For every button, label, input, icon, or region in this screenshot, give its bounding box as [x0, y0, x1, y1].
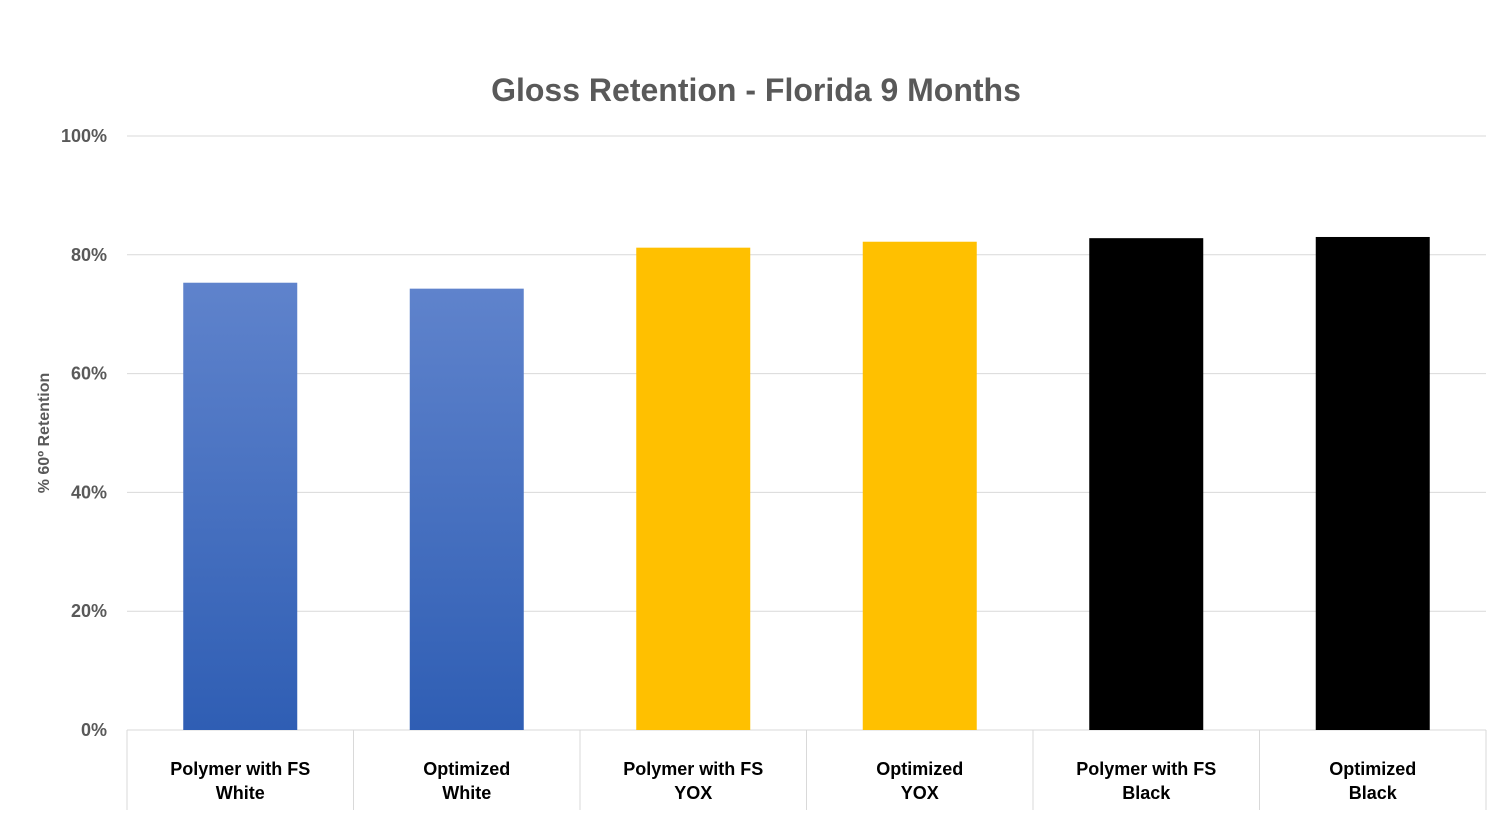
y-tick-label: 20% — [71, 601, 107, 621]
category-label: Polymer with FS White — [170, 759, 310, 803]
y-tick-labels: 0% 20% 40% 60% 80% 100% — [61, 126, 107, 740]
chart-title: Gloss Retention - Florida 9 Months — [491, 72, 1021, 108]
category-label: Polymer with FS YOX — [623, 759, 763, 803]
category-labels: Polymer with FS White Optimized White Polyme… — [170, 759, 1416, 803]
y-tick-label: 80% — [71, 245, 107, 265]
bar — [1089, 238, 1204, 730]
y-tick-label: 100% — [61, 126, 107, 146]
y-tick-label: 60% — [71, 364, 107, 384]
bar — [409, 288, 524, 730]
y-axis-label: % 60º Retention — [36, 373, 53, 494]
category-label: Polymer with FS Black — [1076, 759, 1216, 803]
category-label: Optimized Black — [1329, 759, 1416, 803]
bar — [1315, 236, 1430, 731]
bar — [636, 247, 751, 730]
category-label: Optimized YOX — [876, 759, 963, 803]
bar — [862, 241, 977, 730]
gridlines — [126, 135, 1487, 810]
category-label: Optimized White — [423, 759, 510, 803]
y-tick-label: 0% — [81, 720, 107, 740]
bar — [183, 282, 298, 730]
y-tick-label: 40% — [71, 482, 107, 502]
bars — [183, 236, 1430, 731]
